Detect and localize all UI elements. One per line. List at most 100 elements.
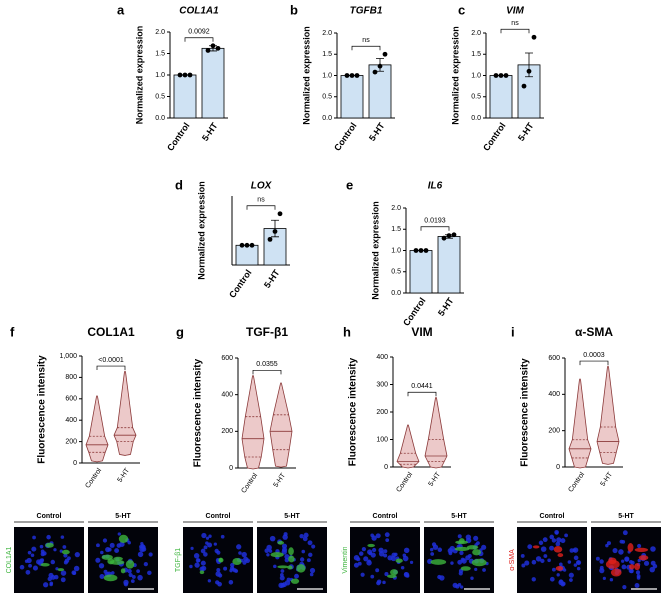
y-tick-label: 2.0 [471,30,481,37]
nucleus [143,561,148,567]
nucleus [72,571,77,576]
nucleus [573,555,579,561]
nucleus [449,545,456,552]
nucleus [25,569,31,575]
data-point [277,211,283,217]
nucleus [279,575,285,581]
stain-signal [634,563,641,571]
stain-signal [199,570,205,575]
nucleus [279,573,284,577]
nucleus [437,547,443,553]
y-tick-label: 1,000 [59,353,77,360]
nucleus [109,542,115,548]
stain-signal [296,564,306,573]
y-tick-label: 1.5 [322,51,332,58]
nucleus [114,548,120,554]
nucleus [382,580,386,585]
nucleus [242,560,247,565]
y-tick-label: 200 [376,409,388,416]
nucleus [547,558,551,563]
stain-signal [390,569,398,576]
y-tick-label: 2.0 [322,30,332,37]
nucleus [609,578,614,582]
stain-signal [118,534,129,543]
nucleus [60,577,66,583]
nucleus [542,537,548,543]
nucleus [383,549,388,554]
nucleus [284,580,291,586]
nucleus [236,544,242,550]
stain-signal [627,543,634,552]
nucleus [49,582,53,587]
nucleus [284,557,290,563]
stain-signal [287,565,293,570]
nucleus [137,574,143,581]
data-point [498,73,504,78]
stain-label: α-SMA [509,549,516,571]
panel-letter: g [176,324,184,339]
data-point [210,43,216,49]
nucleus [549,534,555,540]
significance-label: 0.0441 [411,383,433,390]
column-header: Control [206,513,231,520]
column-header: Control [540,513,565,520]
bar [173,74,197,119]
nucleus [470,576,474,580]
nucleus [245,558,251,564]
data-point [531,34,537,40]
nucleus [99,573,105,579]
nucleus [558,562,563,567]
nucleus [73,565,80,572]
bar [235,244,259,266]
nucleus [595,556,600,561]
nucleus [634,583,640,588]
nucleus [555,541,561,547]
nucleus [599,559,604,564]
nucleus [103,569,108,574]
stain-signal [288,555,295,563]
nucleus [137,551,144,558]
nucleus [556,573,560,577]
data-point [182,72,188,78]
stain-signal [367,543,375,548]
chart-title: VIM [411,325,432,339]
nucleus [299,557,305,562]
nucleus [116,543,122,548]
nucleus [189,564,193,569]
data-point [441,235,447,241]
nucleus [131,575,136,579]
nucleus [43,582,49,588]
nucleus [309,572,314,577]
y-tick-label: 1.0 [471,72,481,79]
nucleus [215,571,221,577]
nucleus [476,541,480,546]
significance-label: 0.0003 [583,352,605,359]
nucleus [273,564,277,569]
panel-letter: d [175,177,183,192]
data-point [239,242,245,248]
nucleus [223,566,228,571]
nucleus [130,579,135,584]
nucleus [205,536,210,540]
nucleus [203,545,208,550]
significance-bracket [420,226,450,231]
nucleus [459,550,464,556]
nucleus [572,547,579,553]
nucleus [309,567,316,574]
y-tick-label: 1.5 [155,50,165,57]
y-axis-label: Normalized expression [370,201,380,300]
nucleus [208,534,212,538]
chart-title: TGF-β1 [246,325,288,339]
y-tick-label: 2.0 [391,205,401,212]
nucleus [216,567,221,572]
nucleus [136,569,140,573]
nucleus [228,579,234,585]
y-tick-label: 400 [376,354,388,361]
nucleus [123,579,129,586]
nucleus [195,558,201,563]
y-tick-label: 1.0 [391,247,401,254]
nucleus [358,551,364,556]
bar [409,250,433,294]
panel-letter: i [511,324,515,339]
stain-signal [557,553,564,558]
